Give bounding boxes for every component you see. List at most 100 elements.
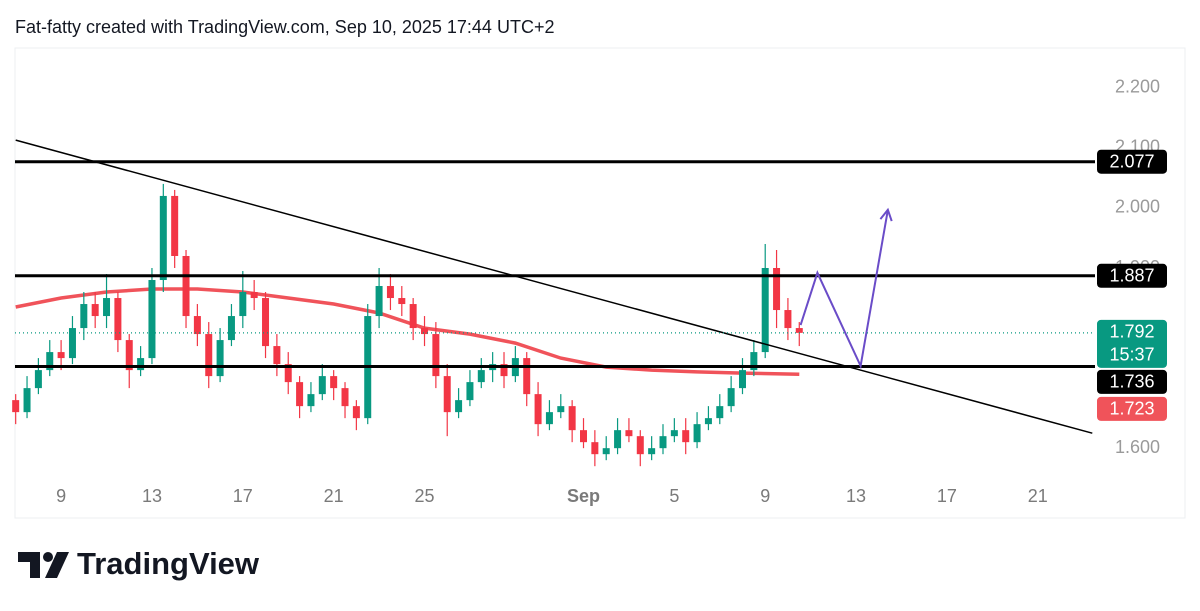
candle-body <box>693 424 701 443</box>
candle-body <box>455 400 463 413</box>
candle-body <box>659 436 667 449</box>
candle-body <box>114 298 122 341</box>
price-tag <box>1097 369 1167 394</box>
candle-body <box>103 298 111 317</box>
candle-body <box>318 376 326 395</box>
candle-body <box>500 364 508 377</box>
price-tag-text: 2.077 <box>1109 151 1154 171</box>
x-tick-label: 25 <box>414 486 434 506</box>
attribution: Fat-fatty created with TradingView.com, … <box>15 17 554 37</box>
candle-body <box>137 358 145 371</box>
price-tag <box>1097 263 1167 288</box>
candle-body <box>636 436 644 455</box>
trendline <box>15 139 1093 434</box>
candle-body <box>91 304 99 317</box>
candle-body <box>750 352 758 371</box>
candle-body <box>148 280 156 359</box>
candle-body <box>795 328 803 333</box>
candle-body <box>227 316 235 341</box>
candle-body <box>216 340 224 377</box>
candle-body <box>284 364 292 383</box>
candle-body <box>421 328 429 335</box>
candle-body <box>409 304 417 329</box>
moving-average <box>15 287 800 377</box>
candle-body <box>375 286 383 317</box>
candle-body <box>670 430 678 437</box>
candle-body <box>443 376 451 413</box>
x-tick-label: 5 <box>669 486 679 506</box>
candle-body <box>307 394 315 407</box>
candle-body <box>250 292 258 299</box>
candle-body <box>273 346 281 365</box>
logo: TradingView <box>18 546 260 581</box>
candle-body <box>534 394 542 425</box>
candle-body <box>193 316 201 335</box>
candle-body <box>591 442 599 455</box>
projection-path <box>799 209 889 370</box>
candle-body <box>432 334 440 377</box>
x-tick-label: 21 <box>324 486 344 506</box>
candle-body <box>557 406 565 413</box>
price-tag-text: 1.736 <box>1109 372 1154 392</box>
candle-body <box>625 430 633 437</box>
price-tag-text: 1.723 <box>1109 399 1154 419</box>
candle-body <box>182 255 190 317</box>
candle-body <box>602 448 610 455</box>
logo-mark <box>45 552 69 578</box>
candle-body <box>46 352 54 371</box>
candle-body <box>477 370 485 383</box>
candle-body <box>704 418 712 425</box>
candle-body <box>773 268 781 311</box>
candle-body <box>239 292 247 317</box>
candle-body <box>398 298 406 305</box>
price-tag-text: 15:37 <box>1109 345 1154 365</box>
candle-body <box>716 406 724 419</box>
y-tick-label: 1.600 <box>1115 437 1160 457</box>
price-tag <box>1097 319 1167 368</box>
candle-body <box>727 388 735 407</box>
candle-body <box>125 340 133 371</box>
candle-body <box>580 430 588 443</box>
candle-body <box>682 430 690 443</box>
price-tag <box>1097 396 1167 421</box>
candle-body <box>568 406 576 431</box>
x-tick-label: 9 <box>760 486 770 506</box>
x-tick-label: 17 <box>937 486 957 506</box>
candle-body <box>784 310 792 329</box>
candle-body <box>761 268 769 353</box>
candle-body <box>523 358 531 395</box>
candle-body <box>386 286 394 299</box>
x-tick-label: 17 <box>233 486 253 506</box>
logo-mark <box>43 552 53 562</box>
candle-body <box>34 370 42 389</box>
y-tick-label: 2.200 <box>1115 77 1160 97</box>
x-tick-label: 9 <box>56 486 66 506</box>
candle-body <box>738 370 746 389</box>
x-tick-label: 13 <box>142 486 162 506</box>
candle-body <box>159 195 167 281</box>
candle-body <box>262 298 270 347</box>
candle-body <box>466 382 474 401</box>
logo-mark <box>18 552 40 578</box>
candle-body <box>648 448 656 455</box>
x-tick-label: Sep <box>567 486 600 506</box>
y-tick-label: 2.000 <box>1115 197 1160 217</box>
price-tag-text: 1.887 <box>1109 266 1154 286</box>
x-tick-label: 21 <box>1028 486 1048 506</box>
candle-body <box>23 388 31 413</box>
candle-body <box>352 406 360 419</box>
brand: TradingView <box>77 546 260 581</box>
candle-body <box>80 304 88 329</box>
candle-body <box>57 352 65 359</box>
price-tag <box>1097 149 1167 174</box>
candle-body <box>341 388 349 407</box>
candle-body <box>171 195 179 256</box>
candle-body <box>12 400 20 413</box>
candle-body <box>330 376 338 389</box>
candle-body <box>68 328 76 359</box>
candle-body <box>296 382 304 407</box>
projection-arrowhead <box>879 207 893 222</box>
candle-body <box>545 412 553 425</box>
